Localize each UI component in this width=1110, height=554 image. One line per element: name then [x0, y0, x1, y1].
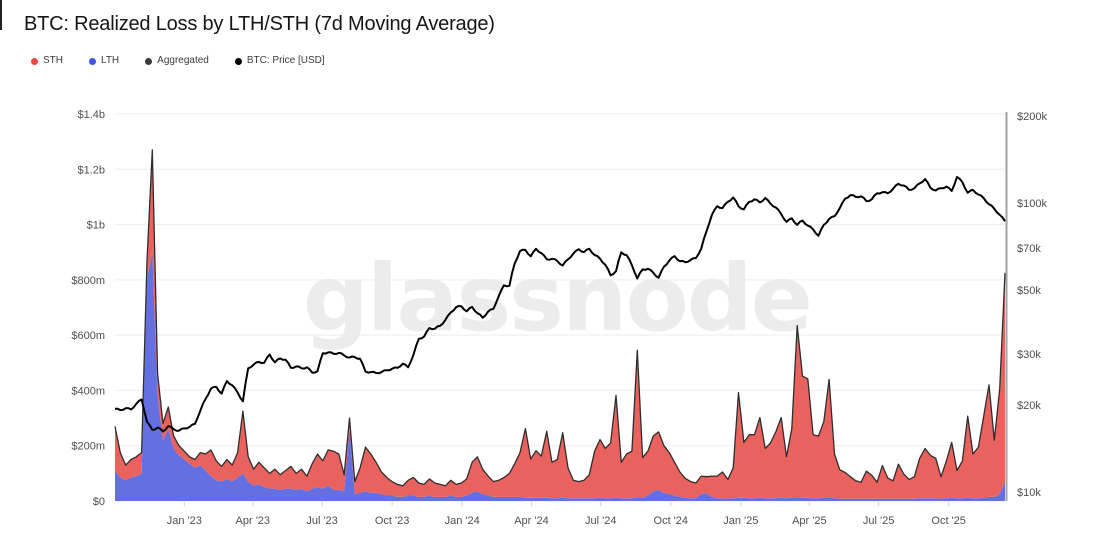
left-axis-tick-label: $200m: [71, 441, 105, 453]
left-axis-tick-label: $1.4b: [77, 109, 105, 121]
lth-swatch-icon: [89, 57, 96, 65]
right-axis-tick-label: $100k: [1017, 198, 1047, 210]
left-axis-tick-label: $600m: [71, 330, 105, 342]
legend-label: LTH: [101, 55, 120, 66]
right-axis-tick-label: $20k: [1017, 400, 1041, 412]
sth-area: [115, 149, 1005, 499]
btc-price-line: [114, 176, 1006, 433]
right-axis-tick-label: $200k: [1017, 111, 1047, 123]
right-axis-tick-label: $10k: [1017, 487, 1041, 499]
legend-label: Aggregated: [157, 55, 209, 66]
x-axis-tick-label: Apr '24: [514, 515, 549, 527]
x-axis-tick-label: Jul '23: [306, 515, 337, 527]
aggregated-line: [114, 149, 1006, 487]
left-axis-tick-label: $1.2b: [77, 164, 105, 176]
x-axis-tick-label: Oct '23: [375, 515, 410, 527]
left-axis-tick-label: $1b: [87, 220, 105, 232]
right-axis-tick-label: $50k: [1017, 285, 1041, 297]
legend-label: STH: [43, 55, 63, 66]
screen-edge-artifact: [0, 0, 2, 30]
gridlines: [115, 113, 1005, 502]
right-axis-labels: $200k $100k $70k $50k $30k $20k $10k: [1017, 111, 1047, 499]
left-axis-tick-label: $0: [93, 496, 105, 508]
right-axis-tick-label: $30k: [1017, 349, 1041, 361]
x-axis-tick-label: Jan '23: [167, 515, 202, 527]
left-axis-tick-label: $400m: [71, 385, 105, 397]
x-axis-labels: Jan '23 Apr '23 Jul '23 Oct '23 Jan '24 Apr '…: [167, 502, 966, 527]
legend-item-btc-price[interactable]: BTC: Price [USD]: [234, 55, 325, 66]
legend-item-lth[interactable]: LTH: [89, 56, 119, 66]
x-axis-tick-label: Jul '24: [585, 515, 616, 527]
page-title: BTC: Realized Loss by LTH/STH (7d Moving…: [24, 13, 495, 35]
aggregated-swatch-icon: [145, 57, 153, 65]
legend-item-aggregated[interactable]: Aggregated: [145, 56, 209, 66]
sth-swatch-icon: [31, 57, 38, 65]
lth-area: [115, 252, 1005, 501]
x-axis-tick-label: Apr '25: [792, 515, 827, 527]
x-axis-tick-label: Apr '23: [236, 515, 271, 527]
x-axis-tick-label: Oct '24: [654, 515, 689, 527]
legend-label: BTC: Price [USD]: [246, 55, 325, 66]
left-axis-tick-label: $800m: [71, 275, 105, 287]
x-axis-tick-label: Jan '25: [723, 515, 758, 527]
left-axis-labels: $1.4b $1.2b $1b $800m $600m $400m $200m $0: [71, 109, 105, 508]
x-axis-tick-label: Oct '25: [931, 515, 966, 527]
btc-price-swatch-icon: [234, 57, 242, 65]
x-axis-tick-label: Jan '24: [445, 515, 480, 527]
legend-item-sth[interactable]: STH: [31, 56, 63, 66]
right-axis-tick-label: $70k: [1017, 243, 1041, 255]
x-axis-tick-label: Jul '25: [863, 515, 894, 527]
legend: STH LTH Aggregated BTC: Price [USD]: [31, 56, 325, 66]
